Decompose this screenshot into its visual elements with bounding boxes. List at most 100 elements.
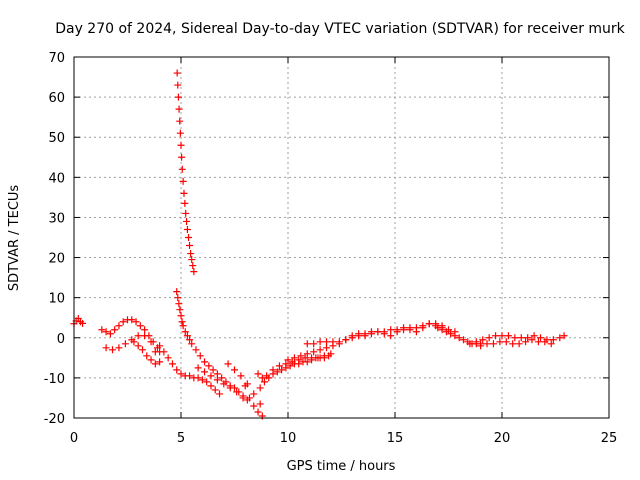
data-point: [102, 328, 110, 336]
data-point: [355, 332, 363, 340]
data-point: [141, 326, 149, 334]
data-point: [216, 390, 224, 398]
y-tick-label: -10: [44, 372, 65, 387]
data-point: [151, 360, 159, 368]
data-point: [194, 364, 202, 372]
data-point: [177, 370, 185, 378]
data-point: [320, 354, 328, 362]
data-point: [176, 117, 184, 125]
data-point: [556, 334, 564, 342]
data-point: [141, 332, 149, 340]
data-point: [151, 348, 159, 356]
data-point: [534, 338, 542, 346]
data-point: [201, 358, 209, 366]
data-point: [303, 350, 311, 358]
data-point: [560, 332, 568, 340]
data-point: [184, 234, 192, 241]
data-point: [250, 402, 258, 410]
data-point: [176, 306, 184, 314]
data-point: [522, 338, 530, 346]
data-points: [70, 69, 568, 420]
data-point: [183, 332, 191, 340]
data-point: [173, 69, 181, 77]
data-point: [530, 332, 538, 340]
data-point: [290, 354, 298, 362]
data-point: [286, 362, 294, 370]
data-point: [175, 105, 183, 113]
data-point: [348, 334, 356, 342]
y-tick-label: 60: [48, 91, 65, 106]
data-point: [451, 332, 459, 340]
data-point: [186, 372, 194, 380]
data-point: [183, 217, 191, 225]
series-arc-17: [477, 336, 555, 350]
data-point: [316, 338, 324, 346]
data-point: [179, 322, 187, 330]
data-point: [194, 374, 202, 382]
data-point: [260, 378, 268, 386]
data-point: [387, 332, 395, 340]
y-tick-label: 10: [48, 292, 65, 307]
data-point: [489, 340, 497, 348]
data-point: [323, 344, 331, 352]
data-point: [323, 338, 331, 346]
data-point: [327, 350, 335, 358]
series-arc-9: [224, 360, 264, 408]
data-point: [209, 366, 217, 374]
data-point: [79, 319, 87, 327]
data-point: [273, 368, 281, 376]
data-point: [128, 316, 136, 324]
data-point: [254, 408, 262, 416]
data-point: [442, 328, 450, 336]
data-point: [237, 372, 245, 380]
data-point: [303, 358, 311, 366]
data-point: [483, 340, 491, 348]
data-point: [168, 360, 176, 368]
data-point: [109, 346, 117, 354]
data-point: [189, 262, 197, 270]
data-point: [186, 336, 194, 344]
data-point: [218, 374, 226, 382]
data-point: [466, 340, 474, 348]
data-point: [310, 340, 318, 348]
data-point: [374, 328, 382, 336]
data-point: [226, 384, 234, 392]
data-point: [472, 338, 480, 346]
data-point: [132, 318, 140, 326]
y-tick-label: 0: [57, 332, 65, 347]
data-point: [178, 153, 186, 161]
data-point: [301, 354, 309, 362]
data-point: [393, 328, 401, 336]
data-point: [316, 346, 324, 354]
x-tick-label: 0: [70, 431, 78, 446]
y-axis-label: SDTVAR / TECUs: [7, 185, 22, 292]
data-point: [138, 346, 146, 354]
x-tick-label: 5: [177, 431, 185, 446]
data-point: [455, 334, 463, 342]
data-point: [143, 352, 151, 360]
data-point: [329, 338, 337, 346]
data-point: [438, 326, 446, 334]
plot-frame: [73, 56, 610, 419]
data-point: [177, 141, 185, 149]
data-point: [537, 334, 545, 342]
data-point: [284, 356, 292, 364]
series-arc-4: [130, 338, 159, 368]
data-point: [400, 326, 408, 334]
data-point: [121, 340, 129, 348]
data-point: [524, 334, 532, 342]
data-point: [233, 388, 241, 396]
data-point: [203, 378, 211, 386]
series-arc-8: [194, 364, 251, 404]
data-point: [511, 334, 519, 342]
data-point: [288, 358, 296, 366]
data-point: [190, 268, 198, 276]
series-arc-15: [434, 324, 485, 348]
data-point: [380, 330, 388, 338]
data-point: [278, 366, 286, 374]
series-arc-7: [173, 288, 247, 402]
data-point: [177, 312, 185, 320]
x-axis-label: GPS time / hours: [287, 459, 396, 474]
data-point: [134, 342, 142, 350]
